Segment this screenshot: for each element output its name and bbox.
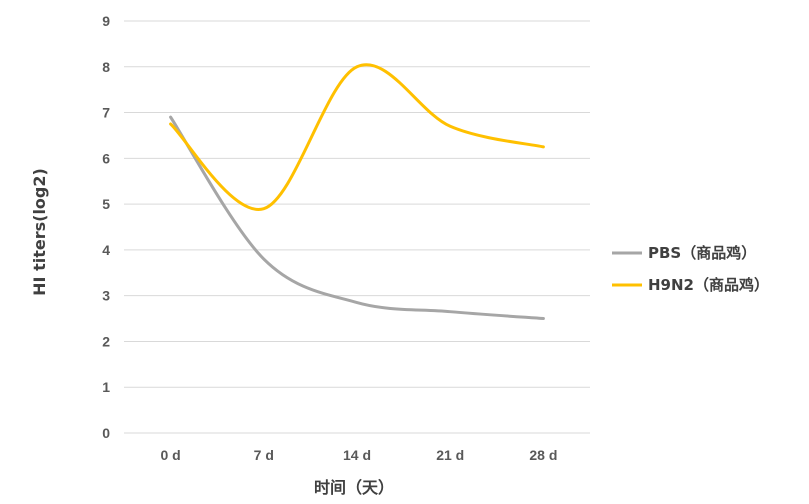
x-axis-ticks: 0 d 7 d 14 d 21 d 28 d — [160, 447, 557, 463]
y-tick-label: 3 — [102, 288, 110, 304]
y-tick-label: 6 — [102, 150, 110, 166]
x-tick-label: 14 d — [343, 447, 371, 463]
series-line-1 — [169, 63, 545, 211]
y-tick-label: 9 — [102, 13, 110, 29]
legend: PBS（商品鸡） H9N2（商品鸡） — [612, 244, 769, 294]
grid-lines — [124, 20, 590, 434]
legend-label-0: PBS（商品鸡） — [648, 244, 756, 262]
x-tick-label: 21 d — [436, 447, 464, 463]
y-tick-label: 4 — [102, 242, 110, 258]
x-tick-label: 0 d — [160, 447, 180, 463]
y-tick-label: 2 — [102, 333, 110, 349]
y-tick-label: 8 — [102, 59, 110, 75]
x-axis-label: 时间（天） — [314, 478, 394, 497]
y-tick-label: 1 — [102, 379, 110, 395]
y-axis-label: HI titers(log2) — [30, 168, 49, 296]
series-lines — [169, 63, 545, 321]
y-tick-label: 7 — [102, 105, 110, 121]
legend-label-1: H9N2（商品鸡） — [648, 276, 769, 294]
y-tick-label: 5 — [102, 196, 110, 212]
y-tick-label: 0 — [102, 425, 110, 441]
x-tick-label: 28 d — [529, 447, 557, 463]
x-tick-label: 7 d — [254, 447, 274, 463]
series-line-0 — [169, 115, 545, 321]
y-axis-ticks: 0 1 2 3 4 5 6 7 8 9 — [102, 13, 110, 441]
